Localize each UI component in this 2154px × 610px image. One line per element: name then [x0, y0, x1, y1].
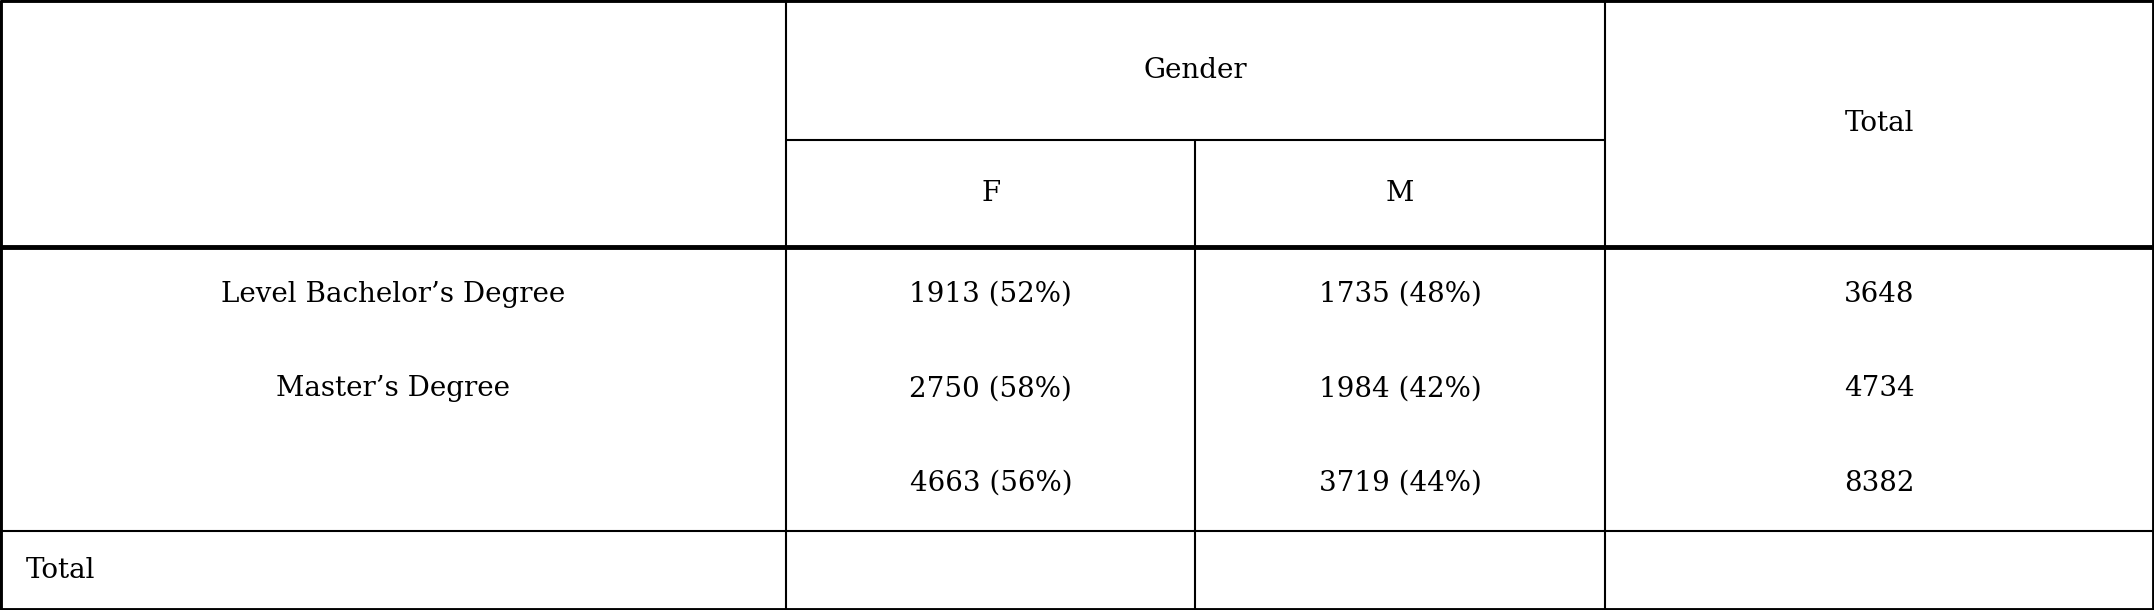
Text: 3648: 3648	[1844, 281, 1915, 308]
Text: 3719 (44%): 3719 (44%)	[1318, 470, 1482, 497]
Text: 1735 (48%): 1735 (48%)	[1318, 281, 1482, 308]
Text: 1913 (52%): 1913 (52%)	[909, 281, 1073, 308]
Text: M: M	[1385, 180, 1415, 207]
Text: Master’s Degree: Master’s Degree	[276, 375, 510, 403]
Text: 2750 (58%): 2750 (58%)	[909, 375, 1073, 403]
Text: Total: Total	[26, 557, 95, 584]
Text: 8382: 8382	[1844, 470, 1915, 497]
Text: Level Bachelor’s Degree: Level Bachelor’s Degree	[222, 281, 564, 308]
Text: 4734: 4734	[1844, 375, 1915, 403]
Text: 4663 (56%): 4663 (56%)	[909, 470, 1073, 497]
Text: F: F	[982, 180, 999, 207]
Text: 1984 (42%): 1984 (42%)	[1318, 375, 1482, 403]
Text: Total: Total	[1844, 110, 1915, 137]
Text: Gender: Gender	[1144, 57, 1247, 84]
